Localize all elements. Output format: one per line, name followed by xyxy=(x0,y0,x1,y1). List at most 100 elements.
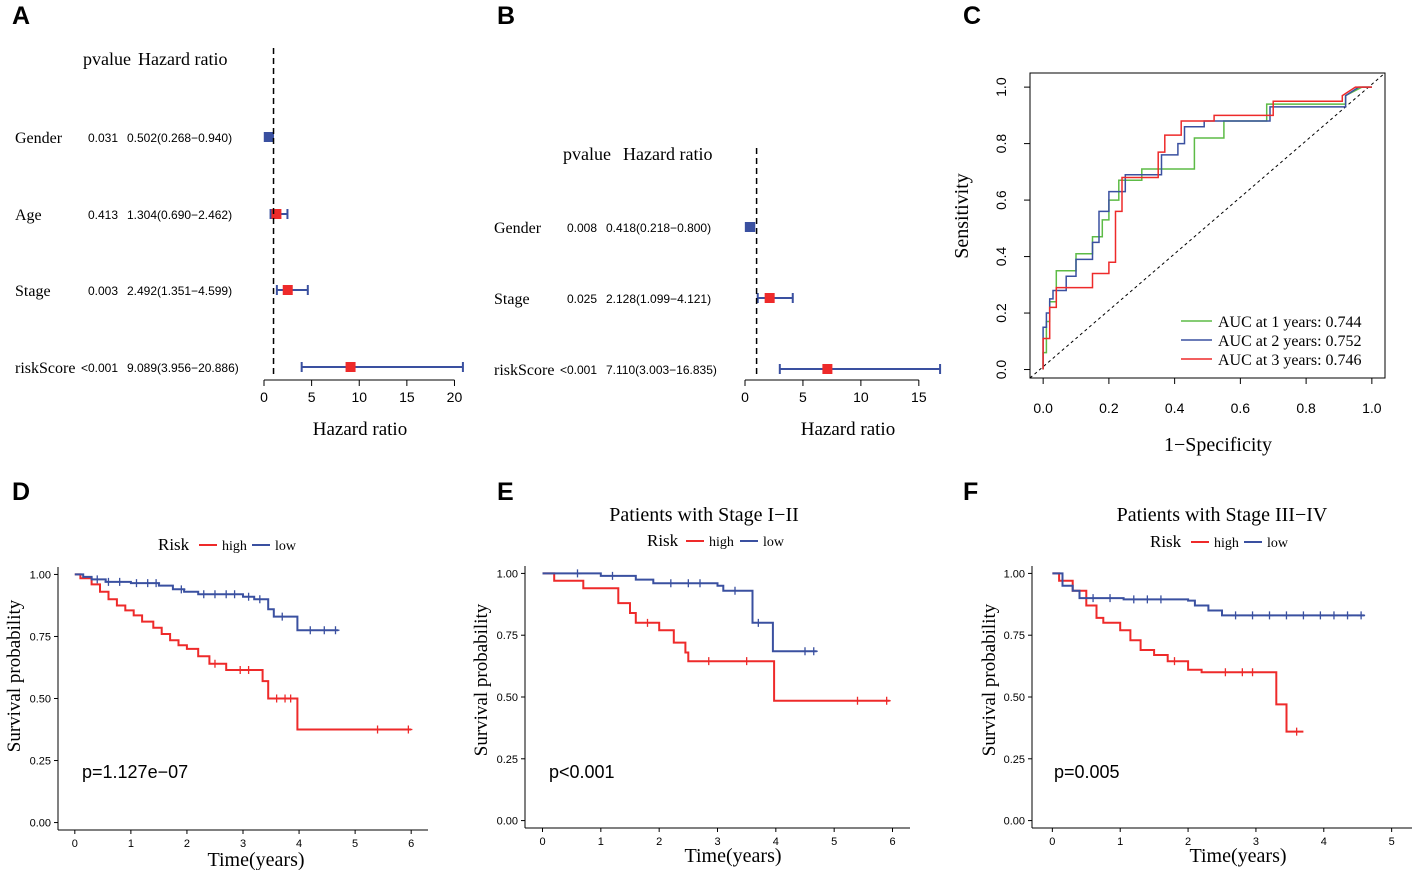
roc-plot: 0.0 0.2 0.4 0.6 0.8 1.0 0.0 0.2 0.4 0.6 0.8 1.0 1−S… xyxy=(951,72,1386,456)
km-e-y-tick-label: 0.50 xyxy=(497,692,518,704)
km-e-x-tick-label: 4 xyxy=(773,836,779,848)
forest-b-x-tick-label: 0 xyxy=(741,389,749,405)
km-d-censor-mark-low xyxy=(152,579,161,588)
km-d-y-tick-label: 0.00 xyxy=(30,818,51,830)
km-d-censor-mark-low xyxy=(177,585,186,594)
km-e-x-tick-label: 2 xyxy=(656,836,662,848)
roc-plot-frame xyxy=(1029,72,1386,379)
km-f-legend-low: low xyxy=(1267,536,1289,551)
km-d-censor-mark-low xyxy=(230,590,239,599)
forest-b-x-tick-label: 5 xyxy=(799,389,807,405)
roc-y-tick-label: 0.4 xyxy=(993,247,1009,267)
km-e-censor-mark-low xyxy=(608,571,617,580)
panel-label-b: B xyxy=(497,2,515,30)
forest-plot-b: pvalue Hazard ratio Gender 0.008 0.418(0.2… xyxy=(494,144,942,440)
km-e-y-tick-label: 1.00 xyxy=(497,568,518,580)
roc-x-tick-label: 0.8 xyxy=(1296,400,1316,416)
km-f-censor-mark-low xyxy=(1129,595,1138,604)
km-f-censor-mark-high xyxy=(1248,668,1257,677)
km-e-curve-low xyxy=(542,572,817,653)
km-f-censor-mark-high xyxy=(1238,668,1247,677)
km-d-censor-mark-low xyxy=(199,590,208,599)
km-d-legend-low: low xyxy=(275,539,297,554)
forest-b-row-label: Stage xyxy=(494,291,530,308)
km-f-legend-high: high xyxy=(1214,536,1239,551)
forest-a-row-pvalue: 0.413 xyxy=(88,208,118,222)
km-e-censor-mark-low xyxy=(731,586,739,595)
km-d-legend-high: high xyxy=(222,539,247,554)
km-f-censor-mark-high xyxy=(1292,727,1301,736)
km-d-censor-mark-low xyxy=(115,577,124,586)
km-f-y-axis-label: Survival probability xyxy=(979,603,1000,756)
forest-a-row-pvalue: 0.003 xyxy=(88,284,118,298)
km-e-censor-mark-low xyxy=(696,579,704,588)
km-d-censor-mark-high xyxy=(272,694,281,703)
km-f-censor-mark-low xyxy=(1156,595,1165,604)
km-f-censor-mark-low xyxy=(1231,611,1240,620)
km-e-censor-mark-high xyxy=(643,618,652,627)
forest-a-x-tick-label: 0 xyxy=(260,389,268,405)
km-e-x-tick-label: 3 xyxy=(714,836,720,848)
km-d-censor-mark-high xyxy=(210,659,219,668)
forest-b-point-marker xyxy=(822,364,833,374)
km-d-censor-mark-low xyxy=(320,626,329,635)
km-f-x-tick-label: 3 xyxy=(1253,836,1259,848)
km-e-title: Patients with Stage I−II xyxy=(609,504,799,526)
km-d-x-tick-label: 3 xyxy=(240,838,246,850)
roc-y-axis-label: Sensitivity xyxy=(951,173,973,259)
panel-label-d: D xyxy=(12,478,30,506)
km-f-legend-title: Risk xyxy=(1150,532,1182,551)
km-f-y-tick-label: 0.25 xyxy=(1004,754,1025,766)
km-d-censor-mark-low xyxy=(93,575,102,584)
forest-b-x-axis-label: Hazard ratio xyxy=(801,419,895,440)
km-f-x-tick-label: 5 xyxy=(1389,836,1395,848)
forest-a-header-hr: Hazard ratio xyxy=(138,49,227,69)
km-e-y-tick-label: 0.25 xyxy=(497,754,518,766)
km-d-censor-mark-high xyxy=(373,725,382,734)
km-f-y-tick-label: 0.75 xyxy=(1004,630,1025,642)
roc-curve-3yr xyxy=(1042,86,1372,370)
forest-b-row-hr-text: 0.418(0.218−0.800) xyxy=(606,221,711,235)
km-f-censor-mark-low xyxy=(1299,611,1308,620)
km-d-x-tick-label: 0 xyxy=(72,838,78,850)
km-d-censor-mark-low xyxy=(278,612,287,621)
forest-a-row-hr-text: 9.089(3.956−20.886) xyxy=(127,361,239,375)
km-d-censor-mark-low xyxy=(222,590,231,599)
km-d-x-tick-label: 6 xyxy=(408,838,414,850)
km-d-pvalue: p=1.127e−07 xyxy=(82,762,188,782)
forest-a-x-tick-label: 15 xyxy=(399,389,415,405)
roc-x-axis-label: 1−Specificity xyxy=(1164,434,1272,456)
km-e-legend: Risk high low xyxy=(647,531,785,550)
forest-a-x-tick-label: 10 xyxy=(351,389,367,405)
km-f-title: Patients with Stage III−IV xyxy=(1117,504,1328,526)
forest-plot-a: pvalue Hazard ratio Gender 0.031 0.502(0.2… xyxy=(15,48,464,440)
km-d-censor-mark-low xyxy=(255,595,264,604)
forest-a-point-marker xyxy=(345,362,356,372)
roc-x-tick-label: 0.0 xyxy=(1033,400,1053,416)
km-d-censor-mark-high xyxy=(404,725,413,734)
forest-b-header-pvalue: pvalue xyxy=(563,144,611,164)
km-f-censor-mark-low xyxy=(1316,611,1325,620)
forest-b-point-marker xyxy=(744,222,755,232)
km-d-censor-mark-low xyxy=(331,626,340,635)
km-f-censor-mark-low xyxy=(1357,611,1366,620)
km-d-y-tick-label: 1.00 xyxy=(30,569,51,581)
km-f-x-axis-label: Time(years) xyxy=(1189,845,1286,867)
km-e-censor-mark-high xyxy=(882,696,891,705)
km-d-legend-title: Risk xyxy=(158,535,190,554)
roc-y-tick-label: 0.6 xyxy=(993,190,1009,210)
km-d-x-tick-label: 5 xyxy=(352,838,358,850)
km-e-censor-mark-low xyxy=(573,569,582,578)
km-e-legend-title: Risk xyxy=(647,531,679,550)
km-f-censor-mark-high xyxy=(1221,668,1230,677)
km-e-censor-mark-low xyxy=(754,618,763,627)
forest-b-row-label: Gender xyxy=(494,220,542,237)
roc-legend-3yr: AUC at 3 years: 0.746 xyxy=(1218,352,1362,369)
km-e-x-tick-label: 6 xyxy=(889,836,895,848)
km-d-x-tick-label: 1 xyxy=(128,838,134,850)
km-e-legend-low: low xyxy=(763,535,785,550)
km-f-y-tick-label: 0.50 xyxy=(1004,692,1025,704)
km-d-y-tick-label: 0.25 xyxy=(30,756,51,768)
forest-a-point-marker xyxy=(263,132,274,142)
